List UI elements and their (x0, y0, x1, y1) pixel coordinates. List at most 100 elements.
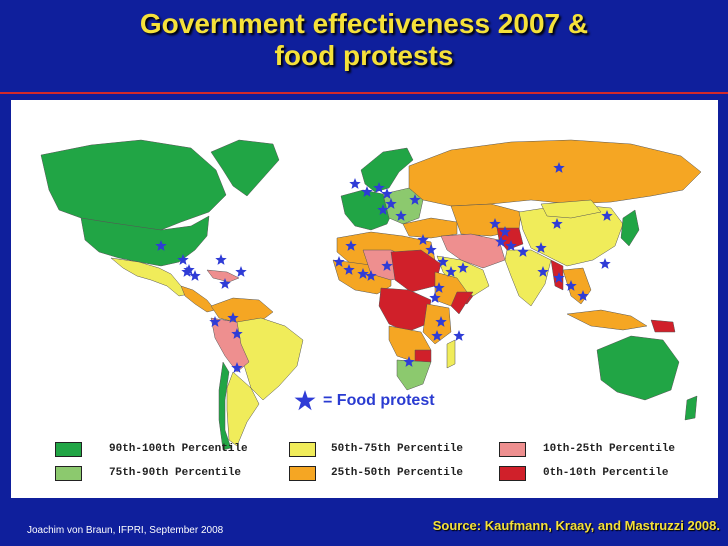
legend-item-25-50 (289, 464, 316, 482)
southern-africa (396, 359, 432, 391)
food-protest-star (231, 328, 243, 339)
food-protest-star (535, 242, 547, 253)
legend-item-50-75 (289, 440, 316, 458)
food-protest-star (565, 280, 577, 291)
madagascar (446, 339, 456, 369)
food-protest-star (553, 272, 565, 283)
food-protest-star (517, 246, 529, 257)
food-protest-star (453, 330, 465, 341)
myanmar (550, 259, 564, 291)
food-protest-star (365, 270, 377, 281)
food-protest-key: = Food protest (293, 388, 435, 414)
legend-swatch (55, 441, 82, 457)
legend-swatch (499, 441, 526, 457)
food-protest-star (381, 260, 393, 271)
food-protest-star (349, 178, 361, 189)
canada (40, 139, 227, 231)
food-protest-markers (155, 162, 613, 373)
colombia-venezuela (210, 297, 274, 325)
food-protest-star (219, 278, 231, 289)
food-protest-star (537, 266, 549, 277)
chile (218, 361, 232, 451)
food-protest-star (373, 182, 385, 193)
food-protest-star (437, 256, 449, 267)
china (518, 203, 624, 267)
greenland (210, 139, 280, 197)
title-line-2: food protests (274, 40, 454, 71)
russia (408, 139, 702, 207)
legend-label-0-10: 0th-10th Percentile (543, 467, 669, 479)
legend-label-25-50: 25th-50th Percentile (331, 467, 464, 479)
food-protest-star (155, 240, 167, 251)
food-protest-star (385, 198, 397, 209)
food-protest-star (395, 210, 407, 221)
food-protest-star (403, 356, 415, 367)
new-zealand (684, 395, 698, 421)
food-protest-star (177, 254, 189, 265)
slide-title: Government effectiveness 2007 & food pro… (0, 8, 728, 72)
food-protest-star (209, 316, 221, 327)
central-africa (378, 287, 432, 333)
central-america (180, 285, 216, 313)
food-protest-star (489, 218, 501, 229)
food-protest-star (231, 362, 243, 373)
legend-item-0-10 (499, 464, 526, 482)
food-protest-star (429, 292, 441, 303)
food-protest-star (577, 290, 589, 301)
legend-label-75-90: 75th-90th Percentile (109, 467, 242, 479)
food-protest-star (357, 268, 369, 279)
turkey-caucasus (402, 217, 458, 239)
legend-swatch (289, 465, 316, 481)
food-protest-star (333, 256, 345, 267)
food-protest-star (445, 266, 457, 277)
food-protest-star (181, 266, 193, 277)
food-protest-star (495, 236, 507, 247)
food-protest-star (215, 254, 227, 265)
world-map-panel: = Food protest 90th-100th Percentile 75t… (11, 100, 718, 498)
somalia (450, 291, 474, 315)
australia (596, 335, 680, 401)
food-protest-star (457, 262, 469, 273)
author-credit: Joachim von Braun, IFPRI, September 2008 (27, 525, 224, 536)
food-protest-star (499, 226, 511, 237)
legend-swatch (499, 465, 526, 481)
food-protest-star (377, 204, 389, 215)
food-protest-star (189, 270, 201, 281)
world-map (40, 139, 702, 451)
percentile-legend: 90th-100th Percentile 75th-90th Percenti… (51, 436, 711, 486)
food-protest-star-icon (294, 390, 316, 411)
food-protest-star (433, 282, 445, 293)
legend-label-50-75: 50th-75th Percentile (331, 443, 464, 455)
food-protest-star (227, 312, 239, 323)
caribbean (206, 269, 240, 283)
food-protest-star (183, 264, 195, 275)
argentina (226, 371, 260, 447)
southeast-asia (562, 267, 592, 305)
legend-swatch (55, 465, 82, 481)
food-protest-star (599, 258, 611, 269)
food-protest-label: = Food protest (323, 392, 435, 409)
mexico (110, 257, 190, 297)
food-protest-star (551, 218, 563, 229)
peru-bolivia (210, 317, 250, 373)
title-divider (0, 92, 728, 94)
usa (80, 215, 210, 267)
legend-item-75-90 (55, 464, 82, 482)
papua (650, 319, 676, 333)
food-protest-star (235, 266, 247, 277)
food-protest-star (425, 244, 437, 255)
legend-item-90-100 (55, 440, 82, 458)
iran-iraq (440, 233, 506, 269)
scandinavia (360, 147, 414, 193)
food-protest-star (417, 234, 429, 245)
east-africa (422, 303, 452, 345)
legend-label-90-100: 90th-100th Percentile (109, 443, 248, 455)
food-protest-star (381, 188, 393, 199)
legend-swatch (289, 441, 316, 457)
legend-item-10-25 (499, 440, 526, 458)
food-protest-star (601, 210, 613, 221)
mongolia (540, 199, 602, 219)
food-protest-star (431, 330, 443, 341)
title-line-1: Government effectiveness 2007 & (139, 8, 589, 39)
source-citation: Source: Kaufmann, Kraay, and Mastruzzi 2… (432, 518, 720, 533)
